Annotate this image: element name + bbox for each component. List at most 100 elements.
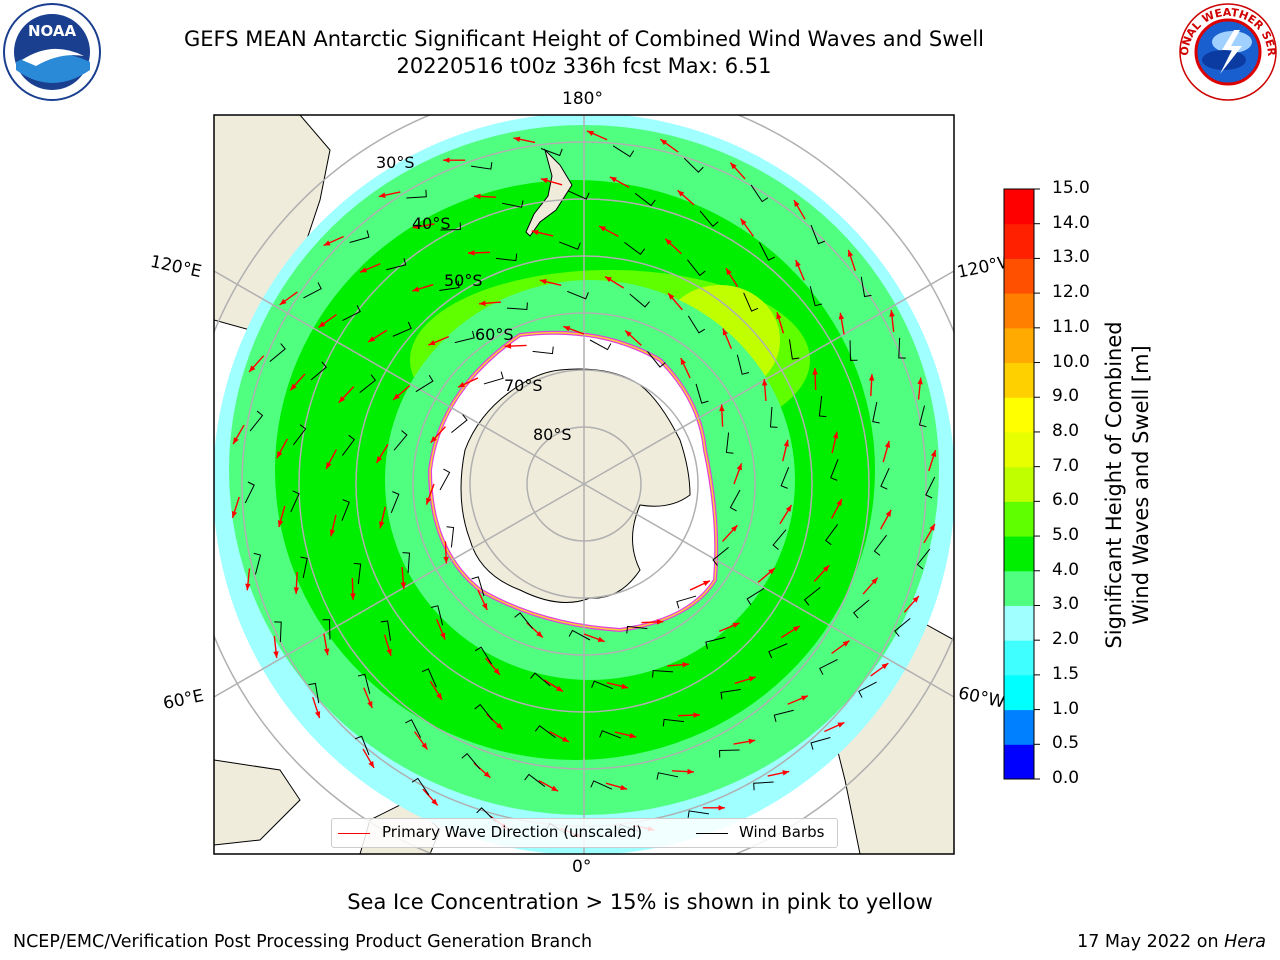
colorbar-tick-label: 14.0 [1052, 212, 1090, 233]
wave-direction-arrows [231, 130, 937, 838]
lat-label-60s: 60°S [475, 325, 514, 344]
colorbar-tick-label: 1.0 [1052, 698, 1080, 719]
lat-label-30s: 30°S [376, 153, 415, 172]
colorbar-segment [1004, 536, 1034, 572]
wave-arrow-head [629, 732, 637, 739]
wind-barb [589, 339, 612, 351]
wind-barb [687, 315, 706, 334]
wind-barb [788, 339, 800, 360]
wind-barb [534, 725, 556, 739]
wave-arrow-head [740, 218, 747, 226]
wave-arrow-head [323, 648, 330, 656]
wave-arrow-head [660, 139, 668, 146]
wave-arrow-head [551, 785, 559, 792]
wind-barb [406, 189, 427, 199]
wave-arrow-head [540, 177, 548, 184]
wind-barb [750, 184, 769, 203]
wave-arrow-head [531, 229, 539, 236]
wave-arrow-head [929, 523, 935, 531]
wave-arrow-head [604, 276, 612, 283]
wind-barb [591, 680, 613, 690]
wind-barb [495, 253, 518, 262]
wind-barb [440, 222, 461, 231]
colorbar-segment [1004, 223, 1034, 259]
wind-barb [825, 524, 839, 546]
wave-arrow-head [277, 520, 284, 528]
wind-barb [461, 753, 481, 770]
map-frame [213, 114, 955, 855]
wave-arrow-head [656, 619, 664, 625]
wave-arrow-head [493, 668, 500, 675]
colorbar-tick-label: 10.0 [1052, 351, 1090, 372]
wave-arrow-head [930, 450, 937, 458]
sea-ice-note: Sea Ice Concentration > 15% is shown in … [347, 890, 933, 914]
wind-barb [725, 432, 734, 454]
wind-barb [880, 467, 890, 490]
colorbar-tick-label: 11.0 [1052, 316, 1090, 337]
wave-arrow-head [376, 456, 383, 464]
wave-arrow-head [687, 768, 694, 775]
wind-barb [567, 290, 589, 300]
wind-barb [392, 321, 412, 337]
wind-barb [687, 810, 709, 818]
colorbar-segment [1004, 362, 1034, 398]
svg-text:NOAA: NOAA [28, 22, 77, 40]
colorbar-tick-label: 7.0 [1052, 455, 1080, 476]
wind-barb [590, 780, 613, 790]
colorbar-segment [1004, 605, 1034, 641]
wind-barb-swatch [696, 833, 728, 834]
colorbar [1003, 188, 1040, 780]
wave-arrow-head [884, 440, 891, 448]
wind-barb [753, 781, 774, 791]
colorbar-segment [1004, 709, 1034, 745]
wave-arrow-head [795, 260, 801, 268]
wind-barb [858, 681, 877, 698]
wind-barb [476, 807, 497, 823]
wave-arrow-head [421, 742, 428, 750]
colorbar-frame [1003, 188, 1035, 780]
wind-barb [758, 242, 775, 261]
wind-barb [818, 395, 827, 418]
wave-arrow-head [761, 378, 768, 386]
wave-arrow-head [368, 761, 375, 768]
wind-barb [743, 292, 759, 312]
wave-arrow-head [482, 603, 488, 611]
wave-arrow-head [368, 336, 376, 343]
legend-wave-direction-label: Primary Wave Direction (unscaled) [382, 823, 643, 841]
wind-barb [705, 636, 726, 650]
wave-arrow-head [620, 784, 628, 791]
legend-wind-barbs-label: Wind Barbs [739, 823, 825, 841]
wave-arrow-head [768, 568, 775, 575]
wind-barb [629, 293, 650, 308]
wind-barb [712, 547, 729, 566]
colorbar-tick-label: 5.0 [1052, 525, 1080, 546]
wave-arrow-head [836, 499, 842, 506]
wave-arrow-head [625, 330, 632, 337]
wind-barb [695, 383, 709, 404]
colorbar-title: Significant Height of Combined Wind Wave… [1102, 321, 1153, 649]
footer-date: 17 May 2022 on Hera [1077, 932, 1266, 952]
wave-arrow-head [793, 200, 800, 207]
lat-label-50s: 50°S [444, 271, 483, 290]
wind-barb [809, 286, 823, 307]
wave-arrow-head [599, 226, 606, 232]
colorbar-segment [1004, 744, 1034, 780]
wind-barb [274, 621, 282, 643]
wave-arrow-head [233, 437, 239, 445]
wave-arrow-head [443, 157, 450, 163]
wave-arrow-head [731, 525, 738, 532]
wind-barb [471, 576, 485, 597]
wind-barb [772, 529, 787, 550]
wave-arrow-head [338, 396, 346, 403]
wave-arrow-head [249, 365, 256, 373]
wave-arrow-head [748, 738, 756, 745]
wave-arrow-head [536, 631, 543, 638]
wave-arrow-head [586, 130, 594, 136]
wind-barb [342, 305, 361, 322]
footer-branch: NCEP/EMC/Verification Post Processing Pr… [13, 932, 593, 952]
wave-arrow-head [736, 463, 742, 471]
wave-arrow-head [556, 685, 564, 692]
colorbar-tick-label: 8.0 [1052, 420, 1080, 441]
wave-arrow-head [430, 436, 437, 443]
wave-arrow-head [680, 357, 686, 365]
